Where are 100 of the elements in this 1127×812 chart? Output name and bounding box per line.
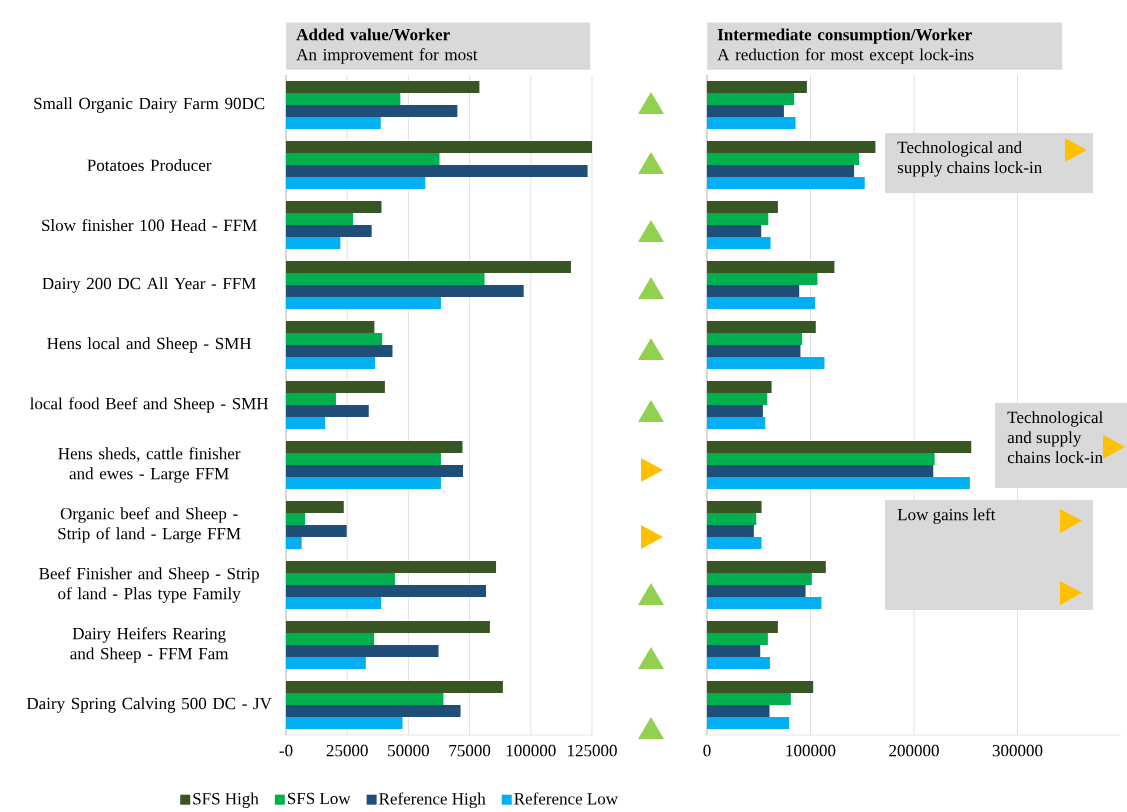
bar [286,297,441,309]
y-tick-label: Dairy 200 DC All Year - FFM [42,277,256,293]
bar [286,225,372,238]
bar [707,345,801,357]
bar [707,681,814,694]
bar [286,273,485,285]
bar [707,225,762,238]
x-tick-label: 100000 [506,744,556,757]
bar [707,117,796,129]
bar [286,237,341,249]
bar [286,573,395,586]
bar [707,93,795,105]
bar [286,657,366,670]
bar [286,681,503,694]
bar [707,333,803,346]
bar [707,165,855,177]
x-tick-label: 0 [703,744,711,757]
y-tick-label: Dairy Heifers Rearing and Sheep - FFM Fam [70,627,229,663]
bar [286,561,497,574]
bar [286,585,486,598]
chart-title: Added value/Worker [296,28,450,41]
y-tick-label: Dairy Spring Calving 500 DC - JV [26,697,272,713]
bar [707,81,807,93]
legend-label: Reference Low [514,792,618,805]
legend-label: SFS Low [287,792,351,805]
bar [707,393,768,406]
bar [707,477,970,489]
bar [707,453,935,465]
bar [707,465,934,478]
bar [707,417,766,430]
bar [286,621,490,634]
y-tick-label: Small Organic Dairy Farm 90DC [34,97,265,113]
bar [286,441,463,454]
bar [707,153,860,165]
bar [286,381,385,394]
chart-subtitle: A reduction for most except lock-ins [717,48,974,64]
bar [707,201,778,214]
bar [707,237,771,249]
bar [707,321,816,333]
bar [286,117,381,129]
bar [707,597,822,610]
bar [286,453,441,465]
bar [286,405,369,418]
x-tick-label: 125000 [567,744,617,757]
bar [286,261,571,273]
bar [286,693,444,706]
legend-label: SFS High [193,792,259,808]
bar [707,525,754,538]
bar [707,105,784,117]
bar [707,273,818,285]
annotation: Low gains left [897,508,996,524]
bar [286,357,376,370]
bar [707,141,876,153]
bar [707,561,826,574]
bar [286,165,588,177]
bar [707,537,762,550]
bar [286,645,439,658]
x-tick-label: 200000 [889,744,939,757]
bar [286,333,383,346]
bar [707,177,865,189]
bar [286,141,592,153]
x-tick-label: 75000 [449,744,491,757]
bar [707,585,806,598]
bar [707,633,768,646]
bar [707,657,770,670]
bar [286,597,382,610]
bar [707,645,761,658]
bar [707,705,770,718]
y-tick-label: Organic beef and Sheep - Strip of land - Large FFM [58,507,241,543]
bar [707,441,972,454]
bar [286,513,306,526]
legend-label: Reference High [379,792,486,809]
bar [286,321,375,333]
bar [707,573,812,586]
y-tick-label: Beef Finisher and Sheep - Strip of land - Plas type Family [39,567,259,603]
bar [286,717,403,730]
bar [707,297,816,309]
bar [286,633,375,646]
annotation: Technological and supply chains lock-in [897,141,1042,177]
bar [707,621,778,634]
bar [707,285,800,297]
bar [286,105,458,117]
bar [286,177,426,189]
x-tick-label: 50000 [388,744,430,757]
bar [286,705,461,718]
x-tick-label: 300000 [992,744,1043,757]
y-tick-label: Potatoes Producer [87,159,212,171]
bar [286,213,354,225]
y-tick-label: Slow finisher 100 Head - FFM [42,218,257,232]
bar [707,381,772,394]
bar [707,693,791,706]
chart-subtitle: An improvement for most [296,48,478,64]
bar [286,153,440,165]
bar [286,417,326,430]
bar [707,261,835,273]
bar [707,501,762,514]
bar [286,201,382,214]
y-tick-label: Hens sheds, cattle finisher and ewes - Large FFM [58,447,241,483]
bar [286,465,463,478]
bar [707,357,825,370]
